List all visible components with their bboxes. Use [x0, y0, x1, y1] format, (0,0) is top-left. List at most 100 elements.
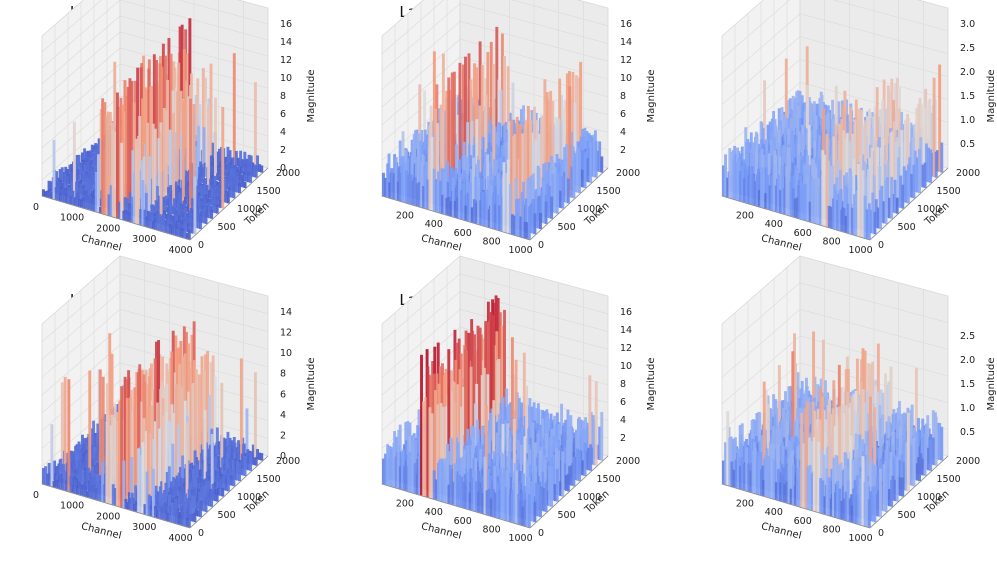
surface-bar: [120, 142, 124, 220]
surface-bar: [160, 506, 164, 520]
z-tick-label: 12: [280, 55, 292, 66]
surface-bar: [575, 448, 579, 481]
surface-bar: [258, 164, 262, 172]
surface-bar: [187, 96, 191, 179]
surface-bar: [449, 437, 453, 485]
surface-bar: [491, 315, 495, 444]
surface-bar: [252, 164, 256, 178]
surface-bar: [196, 488, 200, 497]
surface-bar: [384, 177, 388, 197]
surface-bar: [173, 207, 177, 222]
surface-bar: [169, 421, 173, 489]
surface-bar: [904, 119, 907, 196]
surface-bar: [233, 176, 237, 192]
surface-bar: [177, 199, 181, 216]
gridline: [41, 0, 269, 53]
surface-bar: [470, 120, 474, 183]
surface-bar: [147, 213, 151, 228]
surface-bar: [540, 188, 544, 223]
surface-bar: [85, 473, 89, 491]
surface-bar: [855, 190, 859, 236]
surface-bar: [252, 457, 256, 466]
surface-bar: [181, 511, 185, 526]
surface-bar: [513, 215, 516, 235]
surface-bar: [65, 194, 69, 203]
surface-bar: [111, 130, 115, 217]
gridline: [41, 0, 269, 69]
surface-bar: [92, 174, 96, 192]
x-tick-label: 400: [765, 219, 783, 230]
surface-bar: [805, 85, 809, 162]
surface-bar: [821, 150, 825, 226]
surface-bar: [753, 181, 757, 206]
surface-bar: [158, 428, 161, 499]
surface-bar: [76, 467, 80, 482]
surface-bar: [105, 421, 109, 503]
surface-bar: [97, 143, 101, 161]
surface-bar: [536, 484, 540, 517]
surface-bar: [522, 352, 526, 446]
surface-bar: [173, 505, 176, 523]
x-tick-label: 200: [736, 211, 754, 222]
surface-bar: [890, 78, 894, 166]
surface-bar: [198, 476, 201, 490]
surface-bar: [893, 179, 897, 214]
surface-bar: [133, 387, 137, 498]
surface-bar: [515, 116, 519, 223]
surface-bar: [722, 165, 725, 196]
surface-bar: [103, 484, 107, 503]
surface-bar: [158, 63, 162, 178]
surface-bar: [417, 181, 421, 207]
surface-bar: [562, 107, 566, 183]
surface-bar: [177, 516, 181, 525]
surface-bar: [795, 169, 799, 212]
surface-bar: [92, 485, 96, 500]
surface-bar: [91, 476, 95, 493]
surface-bar: [514, 359, 518, 464]
surface-bar: [213, 175, 217, 193]
surface-bar: [91, 435, 95, 453]
gridline: [381, 326, 609, 396]
surface-bar: [129, 397, 133, 497]
surface-bar: [804, 183, 808, 221]
surface-bar: [83, 148, 87, 163]
surface-bar: [217, 455, 221, 463]
surface-bar: [113, 61, 117, 159]
surface-bar: [53, 473, 57, 482]
surface-bar: [550, 196, 554, 219]
surface-bar: [823, 154, 827, 227]
surface-bar: [241, 460, 245, 476]
z-axis-label: Magnitude: [986, 70, 997, 123]
surface-bar: [229, 162, 233, 171]
surface-bar: [554, 117, 558, 187]
surface-bar: [136, 67, 140, 198]
surface-bar: [865, 209, 869, 239]
surface-bar: [196, 510, 200, 517]
surface-bar: [932, 77, 936, 178]
surface-bar: [208, 492, 211, 507]
surface-bar: [181, 203, 185, 218]
surface-bar: [164, 195, 168, 213]
surface-bar: [918, 149, 921, 194]
surface-bar: [779, 189, 782, 213]
surface-bar: [191, 383, 195, 469]
surface-bar: [734, 162, 738, 200]
surface-bar: [186, 498, 190, 514]
gridline: [381, 309, 609, 378]
y-tick-label: 1500: [937, 186, 961, 197]
surface-bar: [561, 451, 565, 497]
surface-bar: [736, 159, 740, 201]
surface-bar: [61, 188, 64, 202]
surface-bar: [96, 483, 100, 501]
surface-bar: [219, 479, 223, 496]
surface-bar: [570, 465, 574, 486]
y-tick-label: 500: [558, 222, 576, 233]
surface-bar: [197, 125, 200, 176]
surface-bar: [123, 197, 127, 214]
x-tick-label: 1000: [508, 245, 532, 256]
surface-bar: [167, 466, 171, 495]
surface-bar: [533, 213, 537, 235]
surface-bar: [256, 155, 259, 172]
surface-bar: [91, 450, 94, 466]
